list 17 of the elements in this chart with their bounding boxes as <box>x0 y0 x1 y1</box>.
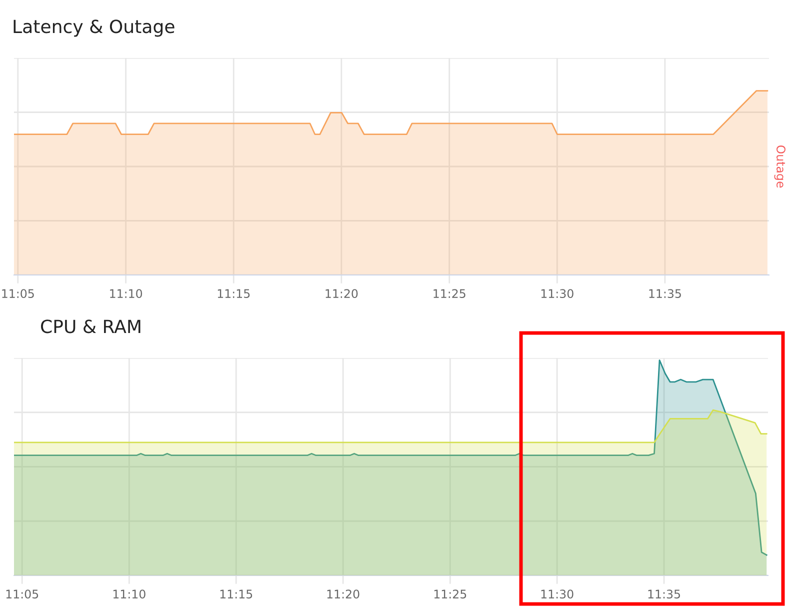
y2-axis-title: Outage <box>774 145 786 188</box>
x-tick-label: 11:15 <box>218 289 250 298</box>
x-tick-label: 11:10 <box>113 590 146 599</box>
x-tick-label: 11:10 <box>110 289 142 298</box>
x-tick-label: 11:20 <box>327 590 360 599</box>
x-tick-label: 11:20 <box>326 289 358 298</box>
x-tick-label: 11:15 <box>220 590 252 599</box>
x-tick-label: 11:35 <box>649 289 681 298</box>
x-tick-label: 11:05 <box>6 590 38 599</box>
x-tick-label: 11:30 <box>541 289 574 298</box>
chart-title: Latency & Outage <box>14 20 174 37</box>
chart-title: CPU & RAM <box>41 320 140 334</box>
x-tick-label: 11:25 <box>434 289 466 298</box>
x-tick-label: 11:25 <box>434 590 466 599</box>
x-tick-label: 11:35 <box>648 590 680 599</box>
x-tick-label: 11:30 <box>541 590 574 599</box>
x-tick-label: 11:05 <box>2 289 34 298</box>
